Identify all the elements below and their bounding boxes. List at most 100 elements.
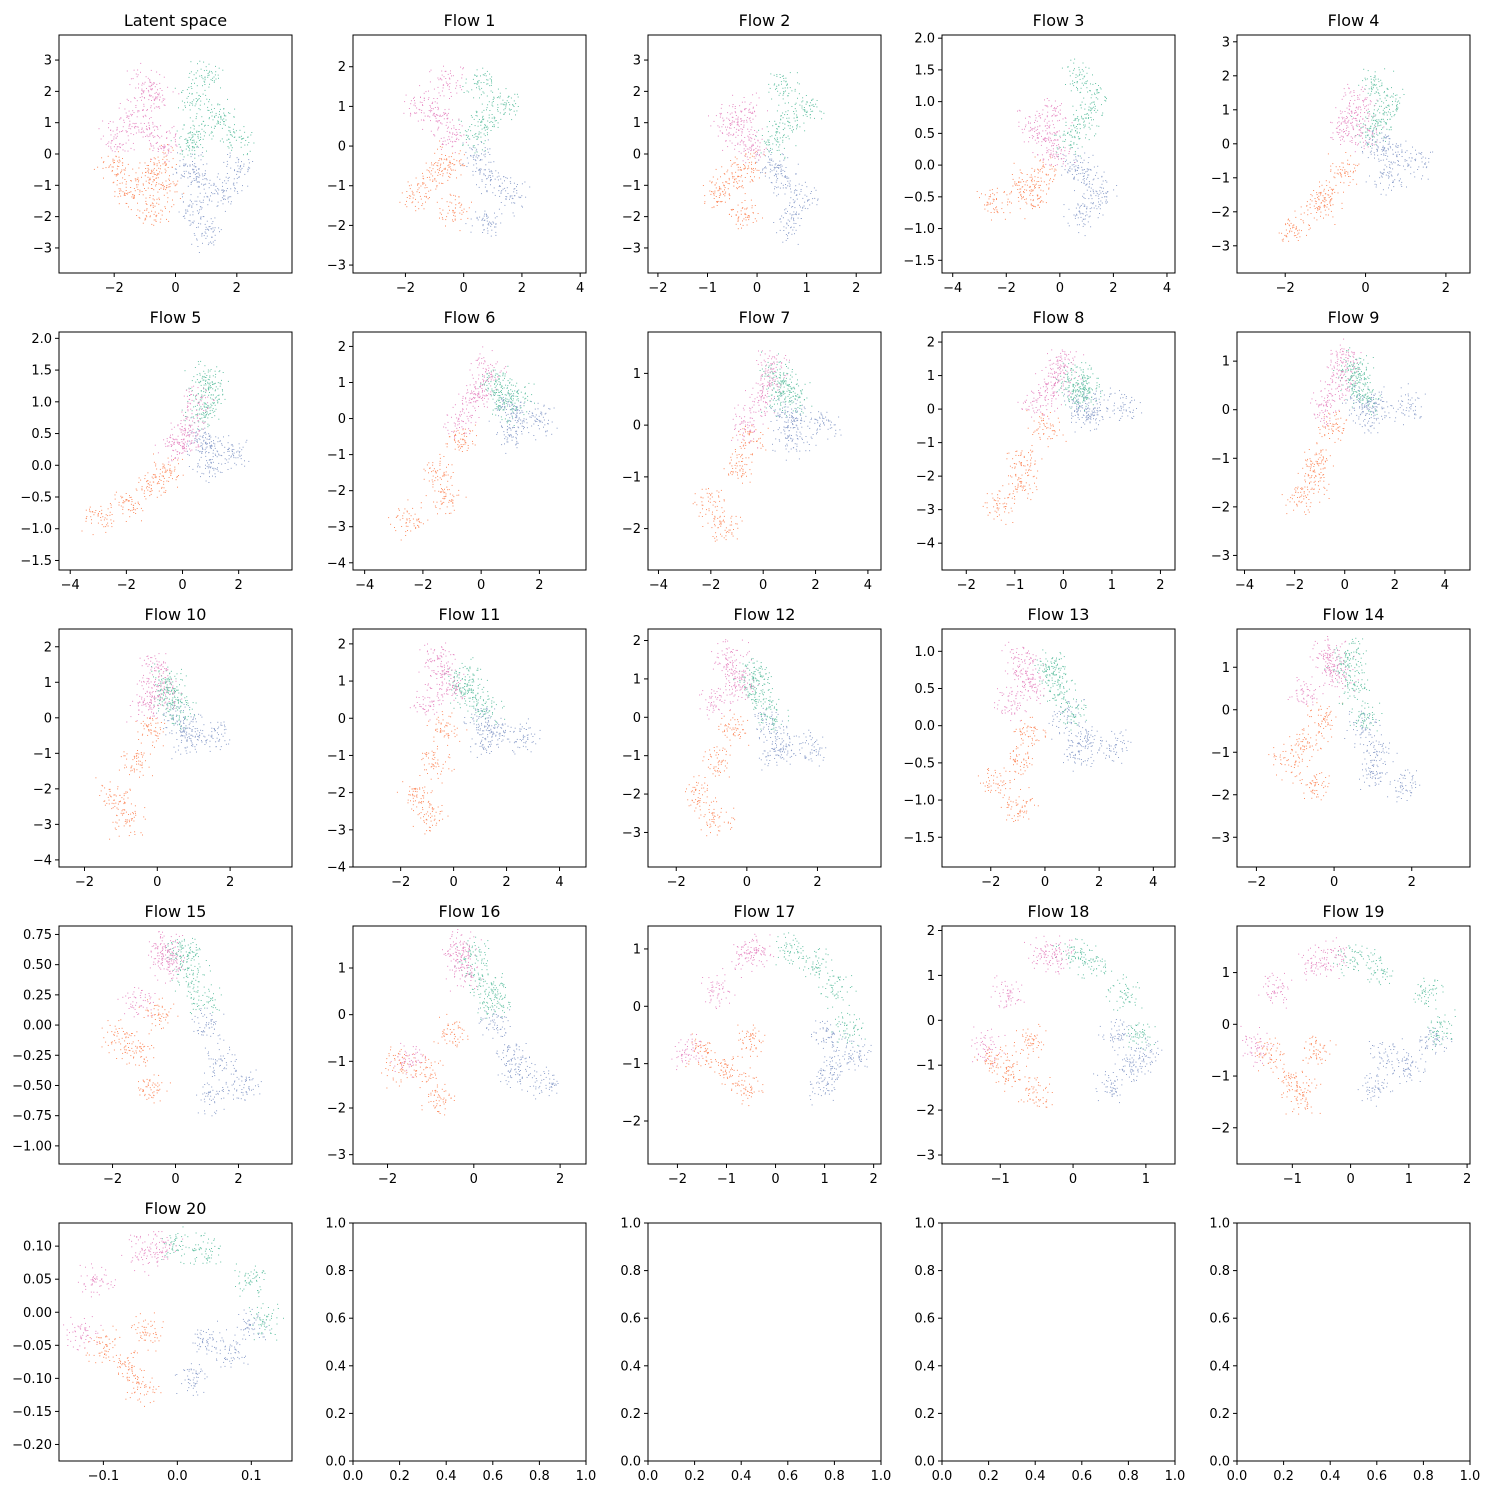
- scatter-point: [217, 205, 219, 207]
- scatter-series-pink: [1017, 98, 1076, 167]
- scatter-point: [726, 129, 727, 131]
- scatter-point: [771, 164, 773, 166]
- scatter-point: [416, 107, 418, 109]
- y-tick-label: 1.5: [914, 63, 935, 78]
- scatter-point: [110, 146, 112, 148]
- scatter-point: [461, 74, 463, 76]
- scatter-point: [988, 198, 990, 200]
- scatter-point: [1083, 205, 1085, 207]
- scatter-point: [1056, 145, 1058, 147]
- scatter-point: [222, 189, 224, 191]
- scatter-point: [511, 197, 513, 199]
- scatter-point: [118, 203, 120, 205]
- scatter-point: [202, 85, 203, 87]
- scatter-point: [1285, 234, 1287, 236]
- scatter-point: [503, 113, 505, 115]
- scatter-point: [1288, 218, 1289, 220]
- scatter-point: [139, 189, 141, 191]
- scatter-point: [1375, 123, 1377, 125]
- scatter-point: [480, 168, 482, 170]
- scatter-point: [234, 124, 235, 126]
- scatter-point: [153, 103, 155, 105]
- scatter-point: [750, 147, 752, 149]
- scatter-point: [529, 186, 531, 188]
- scatter-point: [987, 203, 989, 205]
- scatter-point: [455, 134, 457, 136]
- scatter-point: [1319, 192, 1321, 193]
- scatter-point: [198, 211, 200, 213]
- scatter-point: [434, 163, 436, 165]
- scatter-point: [1421, 178, 1422, 180]
- y-tick-label: −2: [622, 210, 641, 225]
- scatter-point: [737, 134, 739, 136]
- scatter-point: [143, 83, 145, 85]
- scatter-point: [169, 175, 170, 177]
- scatter-point: [1346, 116, 1348, 117]
- scatter-point: [778, 167, 780, 169]
- scatter-point: [148, 95, 150, 97]
- scatter-point: [1082, 213, 1084, 215]
- scatter-point: [435, 120, 437, 122]
- scatter-point: [166, 185, 168, 186]
- scatter-point: [796, 119, 798, 121]
- scatter-point: [1043, 166, 1045, 168]
- scatter-point: [162, 185, 164, 187]
- scatter-point: [737, 120, 739, 122]
- scatter-point: [1370, 81, 1372, 83]
- scatter-point: [779, 92, 781, 94]
- scatter-point: [1038, 169, 1039, 171]
- scatter-point: [1337, 126, 1339, 128]
- scatter-point: [178, 93, 180, 95]
- scatter-point: [1371, 144, 1373, 146]
- scatter-point: [135, 180, 137, 182]
- scatter-point: [174, 139, 176, 141]
- scatter-point: [134, 127, 136, 129]
- scatter-point: [1039, 115, 1041, 117]
- scatter-point: [165, 189, 167, 191]
- scatter-point: [198, 94, 200, 96]
- scatter-point: [800, 218, 802, 219]
- scatter-point: [1032, 204, 1034, 206]
- scatter-point: [495, 234, 497, 236]
- scatter-point: [1377, 134, 1379, 136]
- scatter-point: [194, 153, 196, 155]
- scatter-point: [470, 155, 472, 156]
- scatter-point: [1075, 207, 1077, 209]
- scatter-point: [142, 194, 144, 196]
- scatter-point: [1088, 198, 1090, 200]
- scatter-point: [229, 155, 231, 157]
- scatter-point: [510, 97, 512, 99]
- scatter-point: [1332, 190, 1333, 192]
- scatter-point: [1376, 110, 1378, 112]
- scatter-point: [1055, 169, 1057, 171]
- scatter-point: [775, 174, 777, 175]
- scatter-point: [438, 172, 439, 174]
- scatter-point: [207, 76, 209, 78]
- scatter-point: [1029, 190, 1031, 192]
- scatter-point: [487, 176, 489, 178]
- scatter-point: [205, 232, 207, 234]
- scatter-point: [121, 169, 123, 171]
- scatter-point: [781, 115, 782, 117]
- scatter-point: [1322, 195, 1324, 197]
- scatter-point: [739, 169, 741, 171]
- scatter-point: [1422, 156, 1424, 158]
- scatter-point: [193, 133, 195, 135]
- scatter-point: [1311, 195, 1313, 197]
- scatter-point: [459, 132, 461, 134]
- scatter-point: [986, 201, 988, 203]
- scatter-point: [1093, 110, 1095, 111]
- scatter-point: [466, 131, 468, 133]
- scatter-point: [248, 162, 250, 164]
- scatter-point: [156, 96, 158, 98]
- scatter-point: [194, 163, 196, 165]
- scatter-point: [1033, 128, 1035, 130]
- scatter-point: [758, 155, 760, 157]
- scatter-point: [1348, 113, 1350, 115]
- scatter-point: [1356, 144, 1358, 146]
- scatter-point: [1107, 201, 1108, 203]
- scatter-point: [1045, 163, 1047, 165]
- scatter-point: [1097, 217, 1099, 219]
- scatter-point: [1046, 147, 1048, 149]
- scatter-point: [737, 116, 739, 118]
